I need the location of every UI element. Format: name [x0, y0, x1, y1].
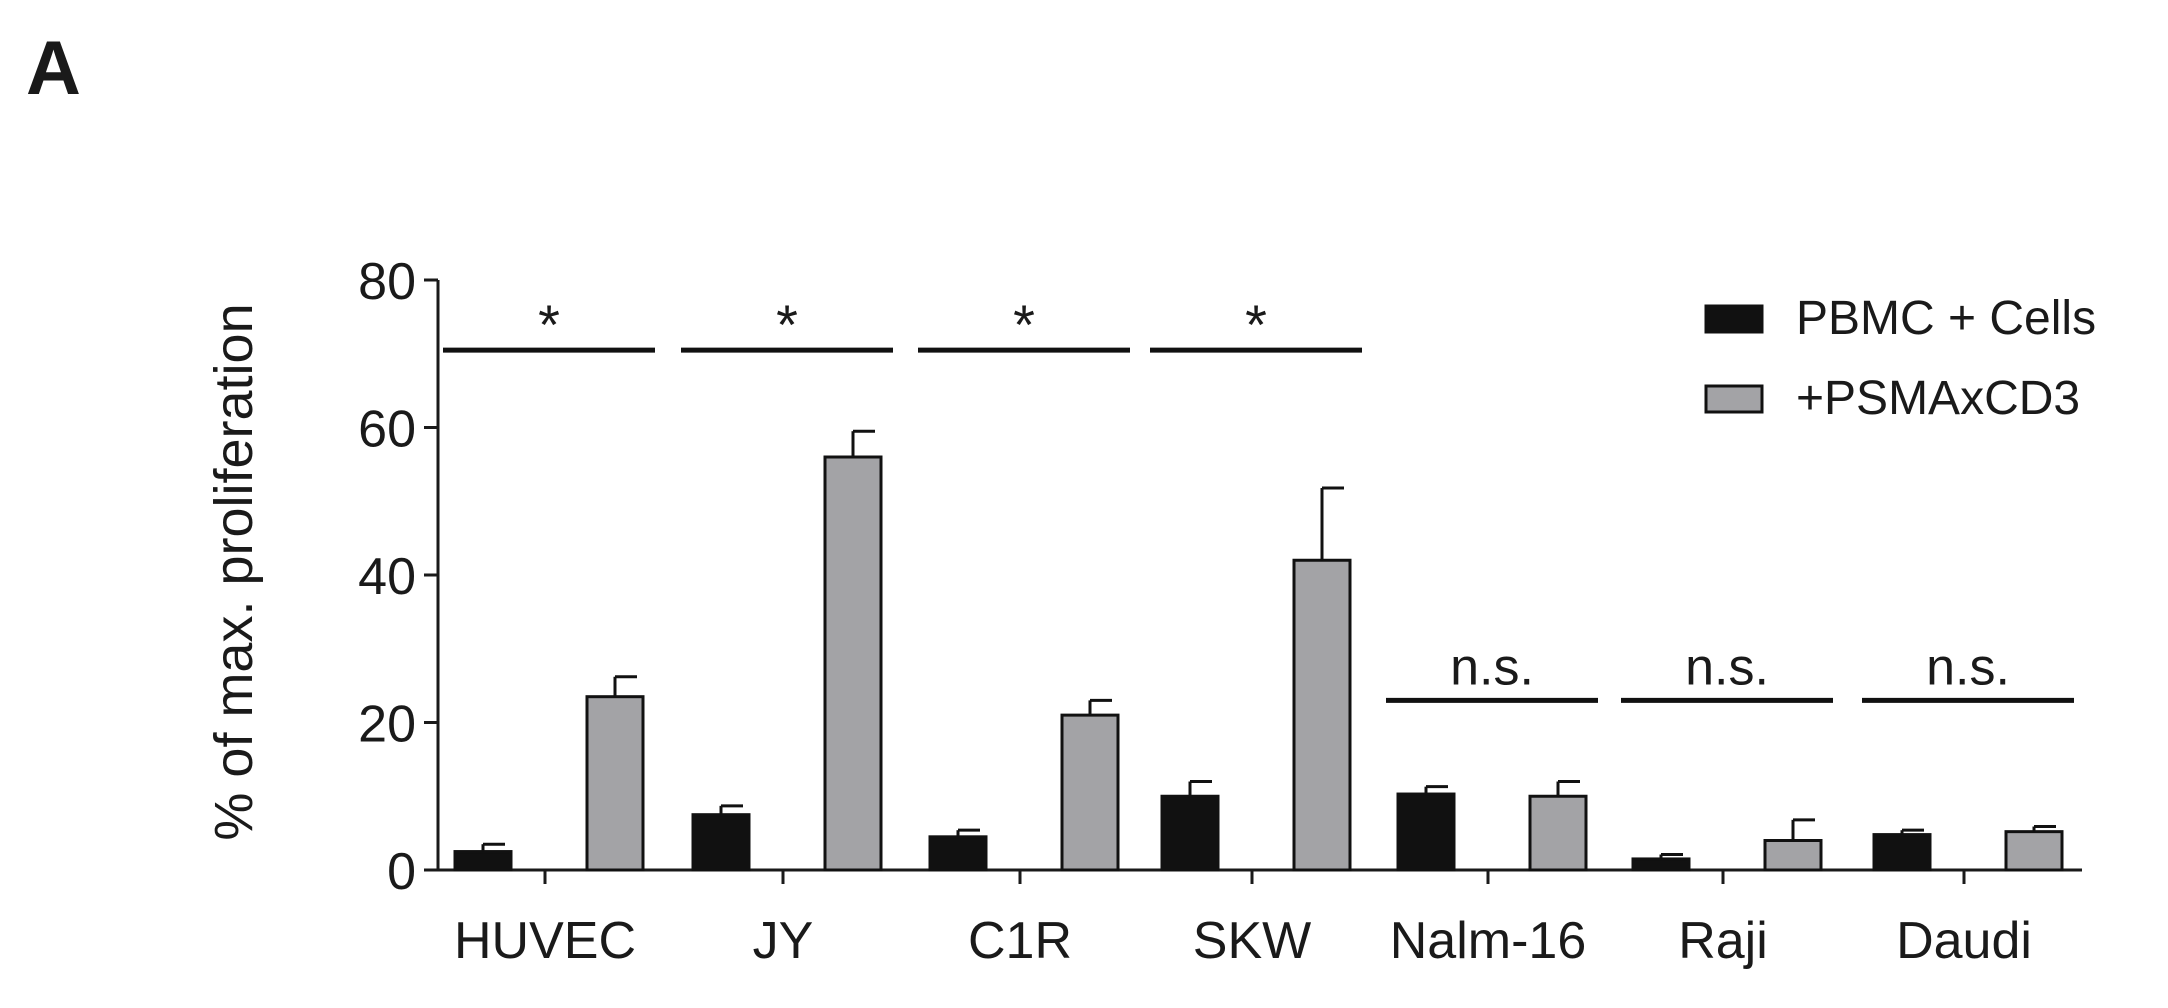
bar-psmaxcd3	[585, 695, 645, 872]
y-axis: 0 20 40 60 80	[358, 253, 440, 901]
y-tick-label: 20	[358, 696, 416, 754]
bar-psmaxcd3	[1528, 794, 1588, 872]
bar-pbmc-cells	[691, 813, 751, 872]
legend: PBMC + Cells +PSMAxCD3	[1704, 292, 2096, 425]
significance-star: *	[1013, 293, 1035, 356]
panel-label: A	[26, 26, 81, 111]
bar-pbmc-cells	[453, 850, 513, 872]
y-tick-label: 60	[358, 401, 416, 459]
y-tick-label: 40	[358, 548, 416, 606]
bar-psmaxcd3	[1060, 713, 1120, 872]
x-axis: HUVEC JY C1R SKW Nalm-16 Raji Daudi	[438, 868, 2082, 970]
legend-swatch-psmaxcd3	[1704, 384, 1764, 414]
legend-label-psmaxcd3: +PSMAxCD3	[1796, 372, 2080, 425]
bar-psmaxcd3	[2004, 830, 2064, 872]
bar-pbmc-cells	[1872, 833, 1932, 872]
significance-star: *	[538, 293, 560, 356]
bar-psmaxcd3	[1292, 558, 1352, 872]
significance-star: *	[776, 293, 798, 356]
bar-pbmc-cells	[1631, 857, 1691, 872]
y-axis-label: % of max. proliferation	[204, 303, 264, 840]
significance-ns: n.s.	[1450, 638, 1534, 696]
legend-label-pbmc-cells: PBMC + Cells	[1796, 292, 2096, 345]
significance-star: *	[1245, 293, 1267, 356]
significance-ns: n.s.	[1926, 638, 2010, 696]
bar-pbmc-cells	[928, 835, 988, 872]
x-tick-label: HUVEC	[454, 912, 636, 970]
x-tick-label: SKW	[1193, 912, 1311, 970]
x-tick-label: Nalm-16	[1390, 912, 1587, 970]
bar-pbmc-cells	[1160, 794, 1220, 872]
significance-annotations: * * * * n.s. n.s. n.s.	[443, 293, 2074, 703]
x-tick-label: JY	[753, 912, 814, 970]
bar-psmaxcd3	[1763, 839, 1823, 872]
bar-pbmc-cells	[1396, 792, 1456, 872]
y-tick-label: 0	[387, 843, 416, 901]
x-tick-label: C1R	[968, 912, 1072, 970]
significance-ns: n.s.	[1685, 638, 1769, 696]
bar-psmaxcd3	[823, 455, 883, 872]
error-bars	[481, 429, 2056, 859]
y-tick-label: 80	[358, 253, 416, 311]
bars	[453, 455, 2064, 872]
x-tick-label: Daudi	[1896, 912, 2032, 970]
legend-swatch-pbmc-cells	[1704, 304, 1764, 334]
x-tick-label: Raji	[1678, 912, 1768, 970]
